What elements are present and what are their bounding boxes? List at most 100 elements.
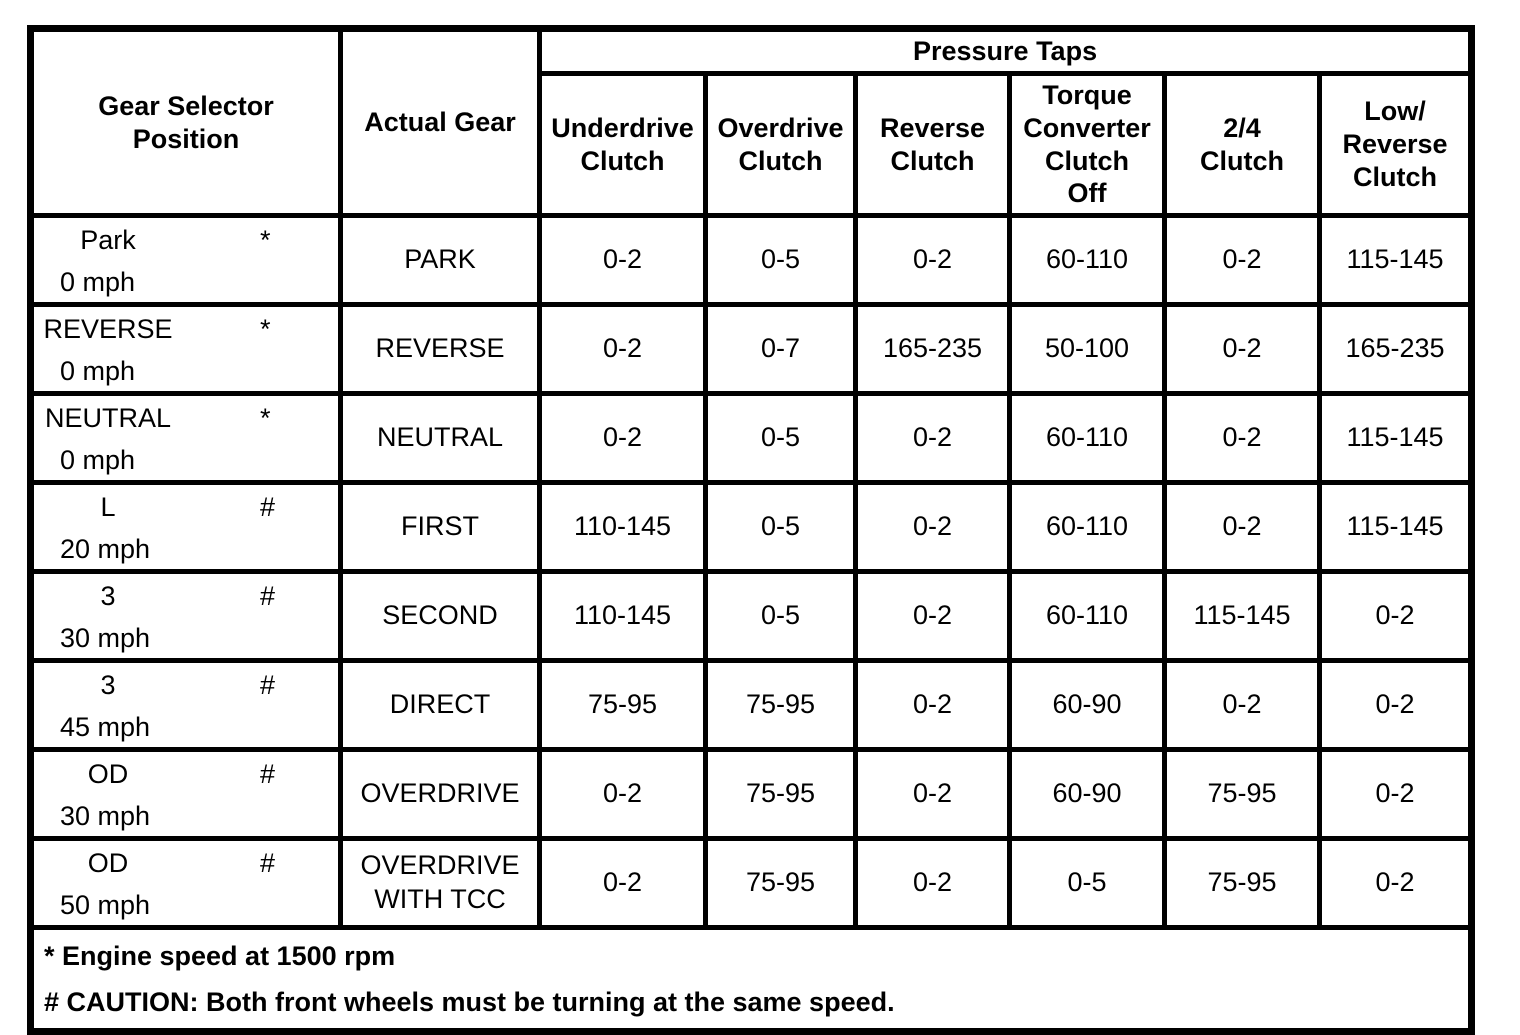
footnote-marker: #	[260, 759, 276, 789]
pressure-value-cell: 0-2	[853, 480, 1012, 574]
pressure-value-cell: 115-145	[1316, 213, 1475, 307]
position-line: 3 #	[38, 581, 334, 617]
column-header-underdrive-clutch: Underdrive Clutch	[537, 71, 708, 218]
pressure-value-cell: 75-95	[703, 658, 858, 752]
pressure-value-cell: 60-90	[1007, 658, 1167, 752]
gear-selector-position-cell: L #20 mph	[28, 480, 343, 574]
position-line: OD #	[38, 848, 334, 884]
table-row: REVERSE * 0 mph REVERSE 0-2 0-7 165-235 50-100 0…	[28, 302, 1475, 396]
pressure-value-cell: 0-2	[1316, 569, 1475, 663]
pressure-value-cell: 75-95	[1162, 836, 1322, 930]
footnotes-cell: * Engine speed at 1500 rpm # CAUTION: Bo…	[27, 925, 1475, 1034]
header-row-top: Gear Selector Position Actual Gear Press…	[28, 26, 1475, 218]
table-row: NEUTRAL * 0 mph NEUTRAL 0-2 0-5 0-2 60-110 0-2 11…	[28, 391, 1475, 485]
position-line: Park *	[38, 225, 334, 261]
pressure-value-cell: 0-2	[1316, 836, 1475, 930]
pressure-value-cell: 0-2	[1316, 658, 1475, 752]
position-label: REVERSE	[43, 314, 173, 344]
actual-gear-cell: PARK	[338, 213, 542, 307]
pressure-value-cell: 75-95	[703, 747, 858, 841]
pressure-value-cell: 0-2	[537, 391, 708, 485]
footnote-marker: #	[260, 848, 276, 878]
pressure-value-cell: 0-2	[537, 747, 708, 841]
pressure-value-cell: 0-2	[1162, 302, 1322, 396]
gear-selector-position-cell: 3 #30 mph	[28, 569, 343, 663]
pressure-value-cell: 60-110	[1007, 391, 1167, 485]
footnote-marker: *	[260, 225, 271, 255]
pressure-value-cell: 0-5	[703, 480, 858, 574]
table-footer: * Engine speed at 1500 rpm # CAUTION: Bo…	[27, 925, 1475, 1034]
position-speed: 50 mph	[60, 890, 151, 920]
pressure-value-cell: 0-2	[853, 747, 1012, 841]
pressure-value-cell: 0-5	[703, 391, 858, 485]
position-line: REVERSE *	[38, 314, 334, 350]
pressure-value-cell: 0-2	[1162, 391, 1322, 485]
pressure-value-cell: 0-2	[1316, 747, 1475, 841]
actual-gear-cell: REVERSE	[338, 302, 542, 396]
position-label: L	[100, 492, 116, 522]
pressure-value-cell: 165-235	[853, 302, 1012, 396]
pressure-value-cell: 115-145	[1316, 391, 1475, 485]
table-row: OD #30 mph OVERDRIVE 0-2 75-95 0-2 60-90 75-95 0…	[28, 747, 1475, 841]
pressure-value-cell: 60-110	[1007, 480, 1167, 574]
pressure-value-cell: 0-2	[537, 302, 708, 396]
table-row: 3 #30 mph SECOND 110-145 0-5 0-2 60-110 115-145…	[28, 569, 1475, 663]
pressure-value-cell: 60-110	[1007, 569, 1167, 663]
pressure-value-cell: 110-145	[537, 569, 708, 663]
gear-selector-position-cell: REVERSE * 0 mph	[28, 302, 343, 396]
header-row-clutches: Underdrive Clutch Overdrive Clutch Rever…	[31, 71, 1475, 218]
pressure-value-cell: 0-7	[703, 302, 858, 396]
actual-gear-cell: SECOND	[338, 569, 542, 663]
column-header-torque-converter-clutch-off: Torque Converter Clutch Off	[1007, 71, 1167, 218]
gear-selector-position-cell: 3 #45 mph	[28, 658, 343, 752]
footnote-marker: #	[260, 670, 276, 700]
pressure-value-cell: 0-2	[853, 213, 1012, 307]
table-header: Gear Selector Position Actual Gear Press…	[28, 26, 1475, 218]
footnote-marker: *	[260, 314, 271, 344]
table-row: OD #50 mph OVERDRIVE WITH TCC 0-2 75-95 0-2 0-…	[28, 836, 1475, 930]
footnote-engine-speed: * Engine speed at 1500 rpm	[44, 940, 396, 971]
pressure-value-cell: 60-90	[1007, 747, 1167, 841]
gear-selector-position-cell: NEUTRAL * 0 mph	[28, 391, 343, 485]
pressure-value-cell: 0-2	[537, 213, 708, 307]
footnote-caution: # CAUTION: Both front wheels must be tur…	[44, 986, 895, 1017]
pressure-value-cell: 0-2	[853, 658, 1012, 752]
pressure-value-cell: 115-145	[1316, 480, 1475, 574]
gear-selector-position-cell: OD # 50 mph	[28, 836, 343, 930]
pressure-value-cell: 0-5	[703, 569, 858, 663]
pressure-value-cell: 75-95	[1162, 747, 1322, 841]
pressure-value-cell: 165-235	[1316, 302, 1475, 396]
notes-row: * Engine speed at 1500 rpm # CAUTION: Bo…	[27, 925, 1475, 1034]
table-row: 3 #45 mph DIRECT 75-95 75-95 0-2 60-90 0-2 0-2	[28, 658, 1475, 752]
table-row: Park * 0 mph PARK 0-2 0-5 0-2 60-110 0-2 115-145	[28, 213, 1475, 307]
pressure-value-cell: 0-2	[537, 836, 708, 930]
pressure-tap-table-container: Gear Selector Position Actual Gear Press…	[27, 25, 1476, 1035]
table-row: L #20 mph FIRST 110-145 0-5 0-2 60-110 0-2 115-1…	[28, 480, 1475, 574]
pressure-value-cell: 75-95	[703, 836, 858, 930]
footnote-marker: #	[260, 492, 276, 522]
column-header-gear-selector-position: Gear Selector Position	[28, 26, 343, 218]
pressure-value-cell: 0-2	[853, 569, 1012, 663]
column-header-2-4-clutch: 2/4 Clutch	[1162, 71, 1322, 218]
pressure-value-cell: 0-2	[853, 391, 1012, 485]
actual-gear-cell: DIRECT	[338, 658, 542, 752]
pressure-value-cell: 0-2	[1162, 658, 1322, 752]
position-speed: 0 mph	[60, 356, 136, 386]
pressure-tap-table: Gear Selector Position Actual Gear Press…	[27, 25, 1476, 1035]
position-line: L #	[38, 492, 334, 528]
pressure-value-cell: 0-5	[1007, 836, 1167, 930]
pressure-value-cell: 60-110	[1007, 213, 1167, 307]
pressure-value-cell: 110-145	[537, 480, 708, 574]
column-group-header-pressure-taps: Pressure Taps	[536, 26, 1475, 76]
position-speed: 30 mph	[60, 801, 151, 831]
position-line: 3 #	[38, 670, 334, 706]
position-label: Park	[80, 225, 136, 255]
pressure-value-cell: 0-2	[1162, 480, 1322, 574]
position-speed: 20 mph	[60, 534, 151, 564]
position-line: OD #	[38, 759, 334, 795]
gear-selector-position-cell: OD # 30 mph	[28, 747, 343, 841]
pressure-value-cell: 0-2	[1162, 213, 1322, 307]
actual-gear-cell: OVERDRIVE	[338, 747, 542, 841]
pressure-value-cell: 50-100	[1007, 302, 1167, 396]
pressure-value-cell: 115-145	[1162, 569, 1322, 663]
